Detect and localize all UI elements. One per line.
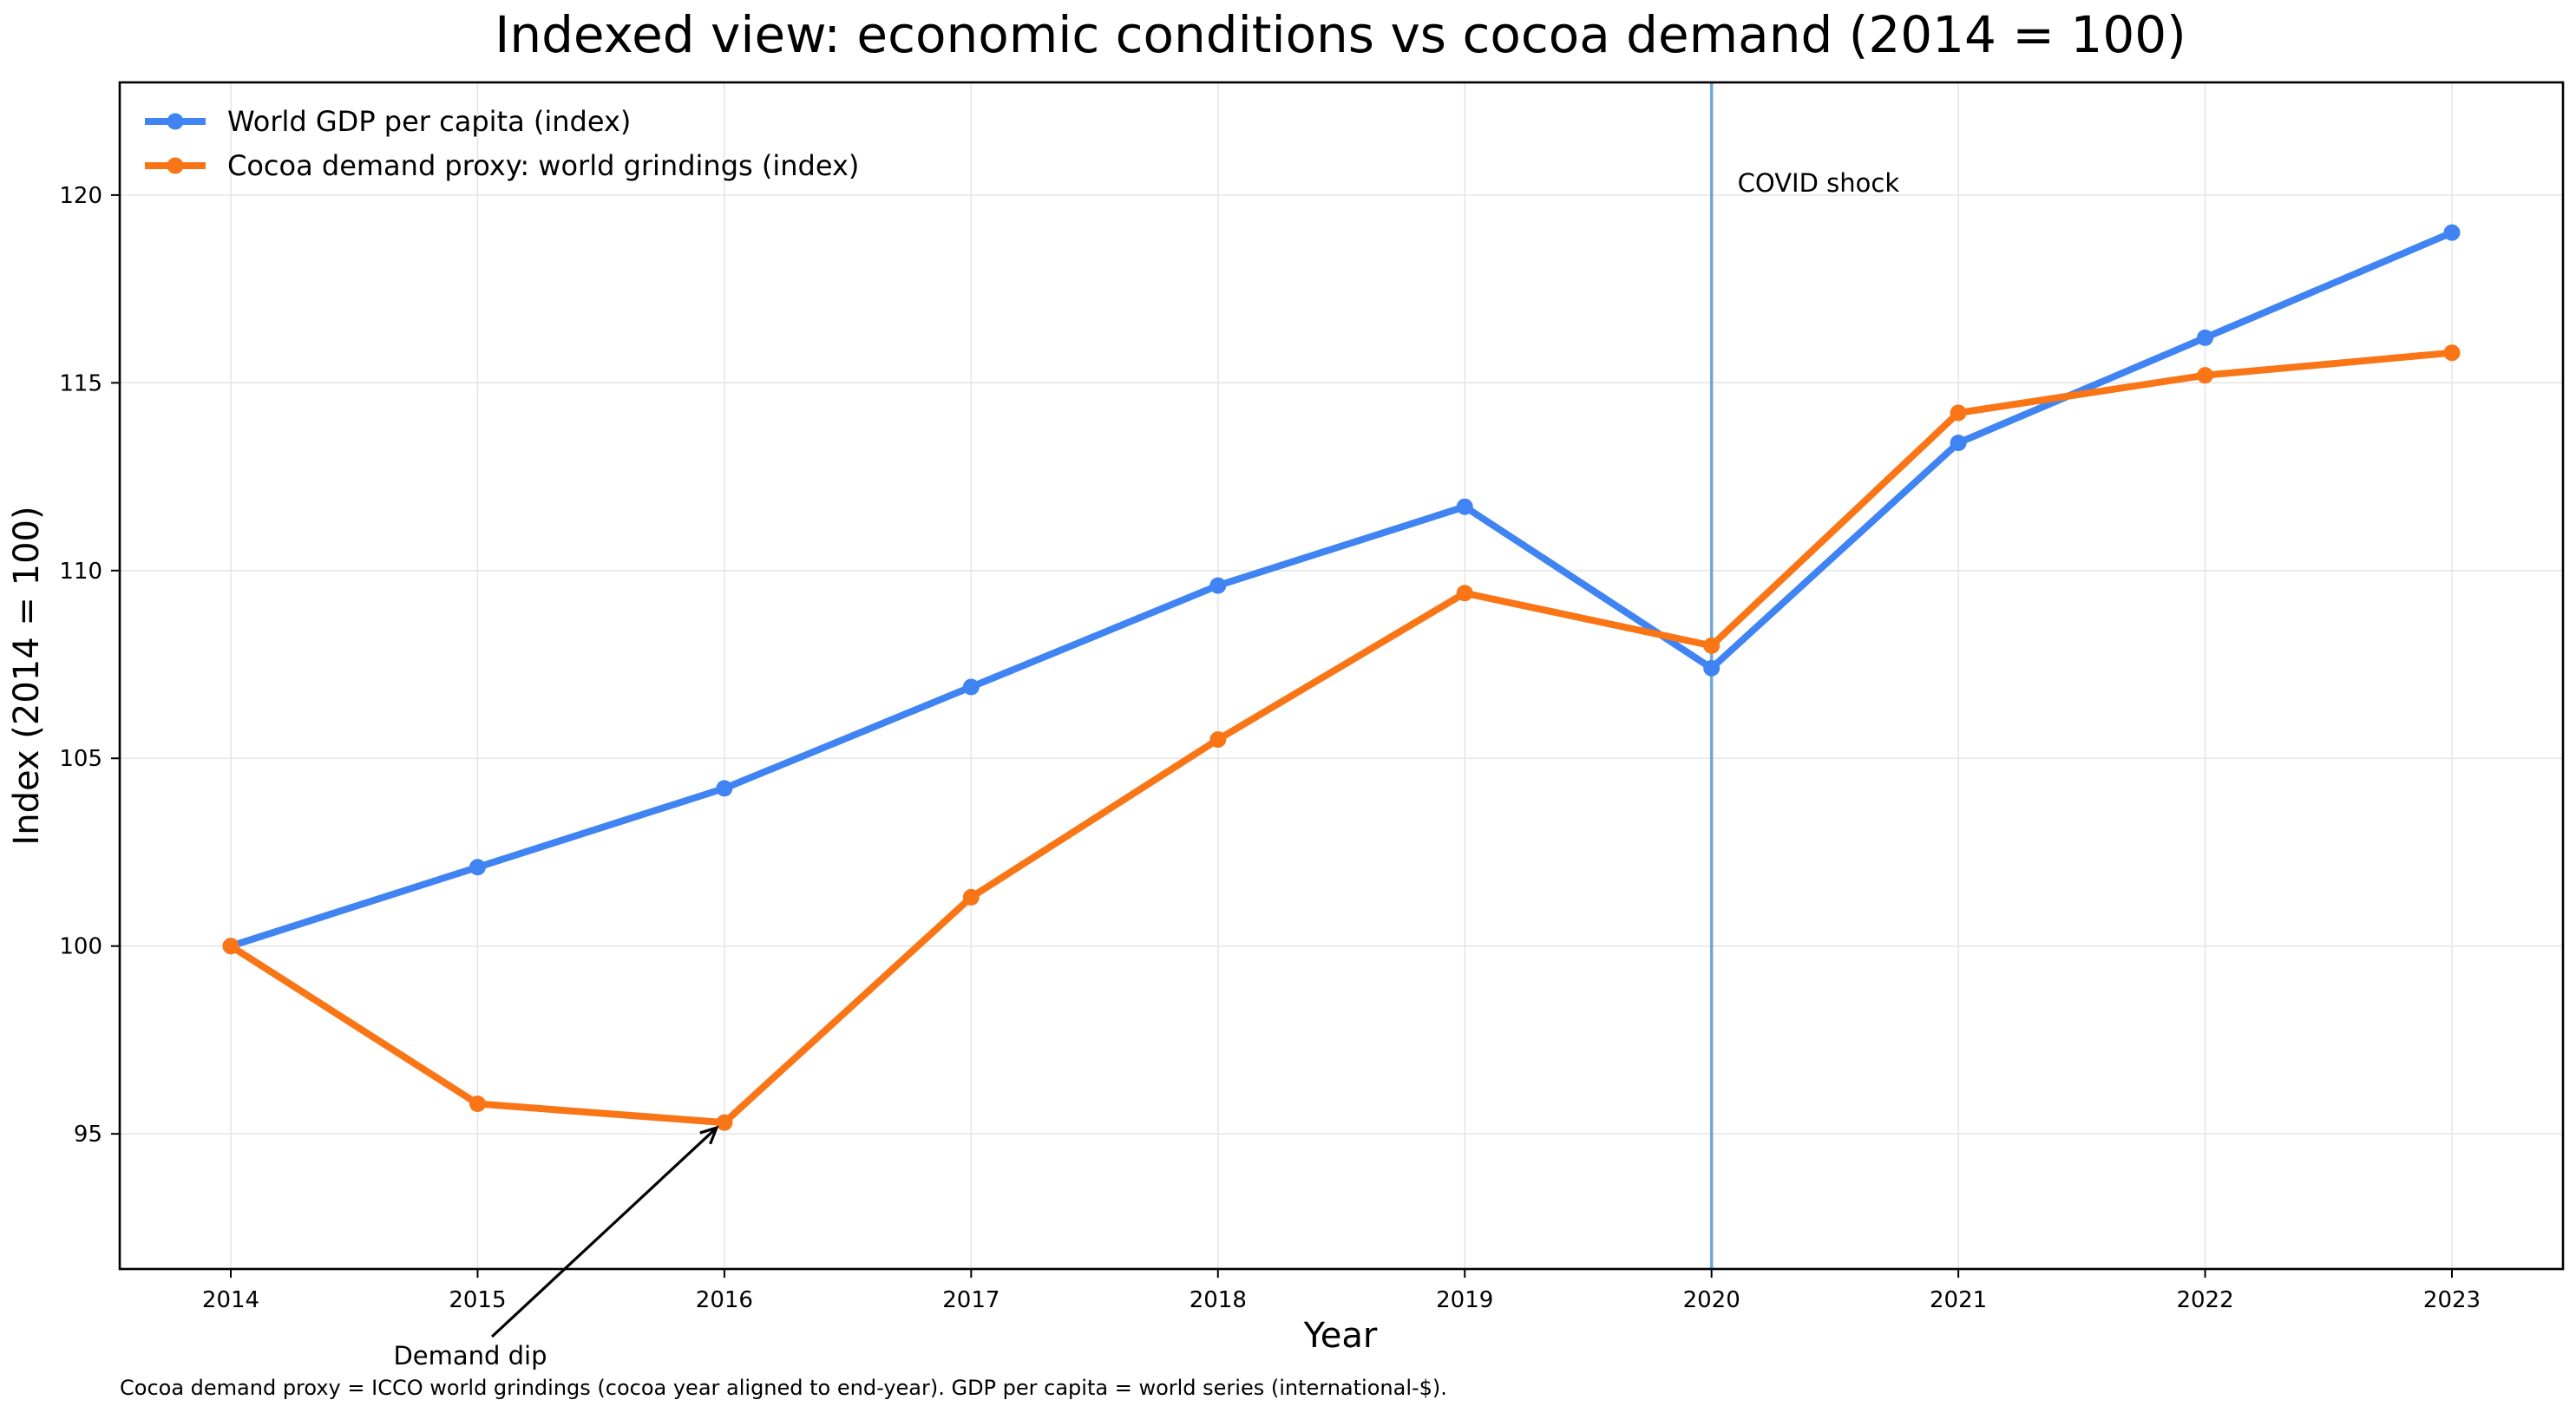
data-point xyxy=(1456,498,1473,515)
y-tick-label: 105 xyxy=(59,746,102,772)
y-axis-label: Index (2014 = 100) xyxy=(7,506,47,845)
data-point xyxy=(716,1114,733,1131)
y-tick-label: 115 xyxy=(59,370,102,396)
x-tick-label: 2014 xyxy=(202,1287,259,1313)
data-point xyxy=(1209,731,1227,749)
plot-frame xyxy=(118,81,2565,1271)
legend-swatch-marker xyxy=(167,157,184,174)
series-gdp xyxy=(222,224,2461,955)
data-point xyxy=(716,780,733,797)
data-point xyxy=(1703,637,1721,654)
x-tick-label: 2019 xyxy=(1436,1287,1493,1313)
x-axis-label: Year xyxy=(1303,1316,1378,1356)
annotations: Demand dip xyxy=(393,1125,719,1370)
series-layer xyxy=(222,224,2461,1131)
legend-swatch-marker xyxy=(167,113,184,130)
x-tick-label: 2021 xyxy=(1930,1287,1987,1313)
legend-label: World GDP per capita (index) xyxy=(227,105,631,138)
series-line xyxy=(227,349,2455,1127)
data-point xyxy=(222,938,239,955)
y-tick-label: 110 xyxy=(59,559,102,585)
x-tick-label: 2016 xyxy=(696,1287,753,1313)
data-point xyxy=(2443,344,2461,362)
data-point xyxy=(1209,577,1227,594)
x-tick-label: 2020 xyxy=(1683,1287,1740,1313)
data-point xyxy=(1456,585,1473,602)
demand-dip-label: Demand dip xyxy=(393,1341,547,1370)
covid-label: COVID shock xyxy=(1738,168,1900,198)
x-gridlines xyxy=(230,82,2453,1269)
series-line xyxy=(227,229,2455,950)
data-point xyxy=(2197,367,2214,384)
data-point xyxy=(469,1096,486,1113)
annotation-arrow-line xyxy=(490,1126,718,1338)
data-point xyxy=(1950,404,1967,422)
x-tick-label: 2023 xyxy=(2423,1287,2481,1313)
data-point xyxy=(2443,224,2461,241)
x-tick-label: 2018 xyxy=(1190,1287,1247,1313)
x-tick-label: 2015 xyxy=(449,1287,506,1313)
data-point xyxy=(469,859,486,876)
data-point xyxy=(962,678,980,696)
legend-label: Cocoa demand proxy: world grindings (ind… xyxy=(227,149,859,182)
y-tick-label: 95 xyxy=(74,1122,102,1148)
x-axis-ticks: 2014 2015 2016 2017 2018 2019 2020 2021 2022 2023 xyxy=(202,1269,2481,1313)
x-tick-label: 2022 xyxy=(2176,1287,2233,1313)
legend-item: World GDP per capita (index) xyxy=(145,105,631,138)
x-tick-label: 2017 xyxy=(942,1287,1000,1313)
y-axis-ticks: 95 100 105 110 115 120 xyxy=(59,183,120,1148)
data-point xyxy=(962,888,980,906)
chart-title: Indexed view: economic conditions vs coc… xyxy=(495,5,2186,64)
series-cocoa xyxy=(222,344,2461,1131)
data-point xyxy=(2197,329,2214,346)
footnote: Cocoa demand proxy = ICCO world grinding… xyxy=(120,1376,1447,1400)
y-tick-label: 120 xyxy=(59,183,102,209)
y-tick-label: 100 xyxy=(59,934,102,960)
data-point xyxy=(1703,659,1721,677)
legend: World GDP per capita (index) Cocoa demand… xyxy=(145,105,859,182)
data-point xyxy=(1950,435,1967,452)
annotation-arrow-head xyxy=(699,1125,719,1145)
reference-lines: COVID shock xyxy=(1709,82,1900,1269)
legend-item: Cocoa demand proxy: world grindings (ind… xyxy=(145,149,859,182)
